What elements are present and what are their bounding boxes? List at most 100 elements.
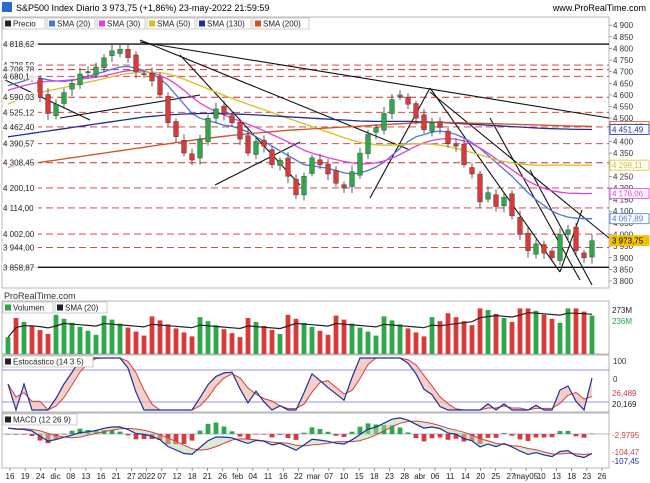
legend-swatch bbox=[199, 20, 205, 27]
x-tick-label: 13 bbox=[552, 472, 561, 481]
volume-bar bbox=[221, 329, 227, 354]
level-label: 4 525,12 bbox=[3, 108, 35, 117]
candlesticks[interactable] bbox=[5, 43, 595, 266]
trendline bbox=[529, 169, 593, 286]
candle-body bbox=[437, 121, 443, 128]
candle bbox=[205, 114, 211, 146]
macd-histogram-bar bbox=[229, 431, 235, 434]
ma-line-sma50 bbox=[7, 71, 592, 166]
macd-histogram-bar bbox=[397, 427, 403, 434]
candle bbox=[245, 129, 251, 157]
macd-histogram-bar bbox=[117, 431, 123, 434]
volume-bar bbox=[173, 328, 179, 354]
candle bbox=[141, 70, 147, 78]
macd-histogram-bar bbox=[5, 434, 11, 435]
volume-bar bbox=[213, 325, 219, 354]
macd-histogram-bar bbox=[533, 434, 539, 438]
candle-body bbox=[133, 54, 139, 72]
legend-swatch bbox=[99, 20, 105, 27]
volume-bar bbox=[453, 317, 459, 354]
candle-body bbox=[101, 57, 107, 68]
candle bbox=[445, 127, 451, 148]
volume-bar bbox=[293, 318, 299, 354]
volume-tags: 273M 236M bbox=[612, 306, 632, 326]
macd-histogram-bar bbox=[509, 434, 515, 436]
volume-bar bbox=[589, 315, 595, 354]
ma-line-sma20 bbox=[7, 65, 592, 220]
volume-bar bbox=[5, 337, 11, 354]
candle-body bbox=[453, 144, 459, 147]
macd-histogram-bar bbox=[221, 426, 227, 434]
candle-body bbox=[197, 138, 203, 159]
volume-bar bbox=[117, 323, 123, 354]
candle-body bbox=[581, 252, 587, 258]
x-tick-label: 16 bbox=[279, 472, 288, 481]
legend-label: SMA (50) bbox=[157, 20, 191, 29]
candle-body bbox=[461, 143, 467, 165]
volume-bar bbox=[149, 316, 155, 354]
legend-label: SMA (20) bbox=[65, 304, 99, 313]
candle-body bbox=[533, 243, 539, 255]
macd-histogram-bar bbox=[541, 434, 547, 438]
candle bbox=[549, 248, 555, 261]
price-tag bbox=[609, 188, 650, 199]
y-tick-label: 4 600 bbox=[613, 91, 634, 100]
candle-body bbox=[237, 121, 243, 140]
volume-bar bbox=[341, 319, 347, 354]
x-tick-label: 06 bbox=[431, 472, 440, 481]
macd-histogram-bar bbox=[245, 434, 251, 440]
right-tags: 4 464,854 451,494 298,114 176,064 067,89… bbox=[609, 120, 650, 247]
candle bbox=[493, 189, 499, 212]
candle-body bbox=[61, 92, 67, 104]
x-tick-label: 10 bbox=[339, 472, 348, 481]
macd-histogram-bar bbox=[29, 434, 35, 436]
level-label: 4 708,78 bbox=[3, 66, 35, 75]
y-tick-label: 4 250 bbox=[613, 172, 634, 181]
candle bbox=[77, 67, 83, 89]
x-tick-label: 18 bbox=[370, 472, 379, 481]
x-tick-label: 12 bbox=[173, 472, 182, 481]
x-tick-label: 25 bbox=[491, 472, 500, 481]
candle-body bbox=[381, 113, 387, 131]
trendline bbox=[559, 209, 583, 273]
candle-body bbox=[429, 122, 435, 132]
candle bbox=[253, 135, 259, 160]
candle bbox=[429, 117, 435, 137]
candle bbox=[221, 100, 227, 121]
candle bbox=[37, 75, 43, 103]
legend-swatch bbox=[5, 20, 11, 27]
volume-bar bbox=[77, 326, 83, 354]
macd-histogram-bar bbox=[453, 434, 459, 439]
macd-legend: MACD (12 26 9) bbox=[2, 413, 78, 426]
macd-histogram-bar bbox=[13, 434, 19, 435]
macd-histogram-bar bbox=[109, 430, 115, 434]
y-tick-label: 4 750 bbox=[613, 56, 634, 65]
macd-histogram-bar bbox=[253, 434, 259, 435]
level-label: 4 200,10 bbox=[3, 184, 35, 193]
volume-bar bbox=[365, 331, 371, 354]
candle-body bbox=[397, 94, 403, 97]
candle-body bbox=[189, 153, 195, 161]
macd-histogram-bar bbox=[69, 430, 75, 434]
candle bbox=[109, 44, 115, 62]
legend-item bbox=[146, 17, 196, 30]
macd-histogram-bar bbox=[173, 434, 179, 445]
macd-histogram-bar bbox=[565, 430, 571, 434]
x-tick-label: mar bbox=[307, 472, 321, 481]
volume-bar bbox=[421, 336, 427, 354]
x-tick-label: 08 bbox=[66, 472, 75, 481]
x-tick-label: 10 bbox=[537, 472, 546, 481]
macd-histogram-bar bbox=[37, 434, 43, 441]
macd-histogram-bar bbox=[549, 434, 555, 438]
candle bbox=[421, 108, 427, 134]
stochastic-lines bbox=[7, 357, 593, 413]
candle bbox=[589, 234, 595, 264]
legend-label: Precio bbox=[13, 20, 36, 29]
trendline bbox=[139, 41, 610, 119]
candle bbox=[277, 157, 283, 171]
candle-body bbox=[469, 167, 475, 175]
legend-item bbox=[252, 17, 310, 30]
x-tick-label: may05 bbox=[514, 472, 539, 481]
legend-item bbox=[46, 17, 96, 30]
